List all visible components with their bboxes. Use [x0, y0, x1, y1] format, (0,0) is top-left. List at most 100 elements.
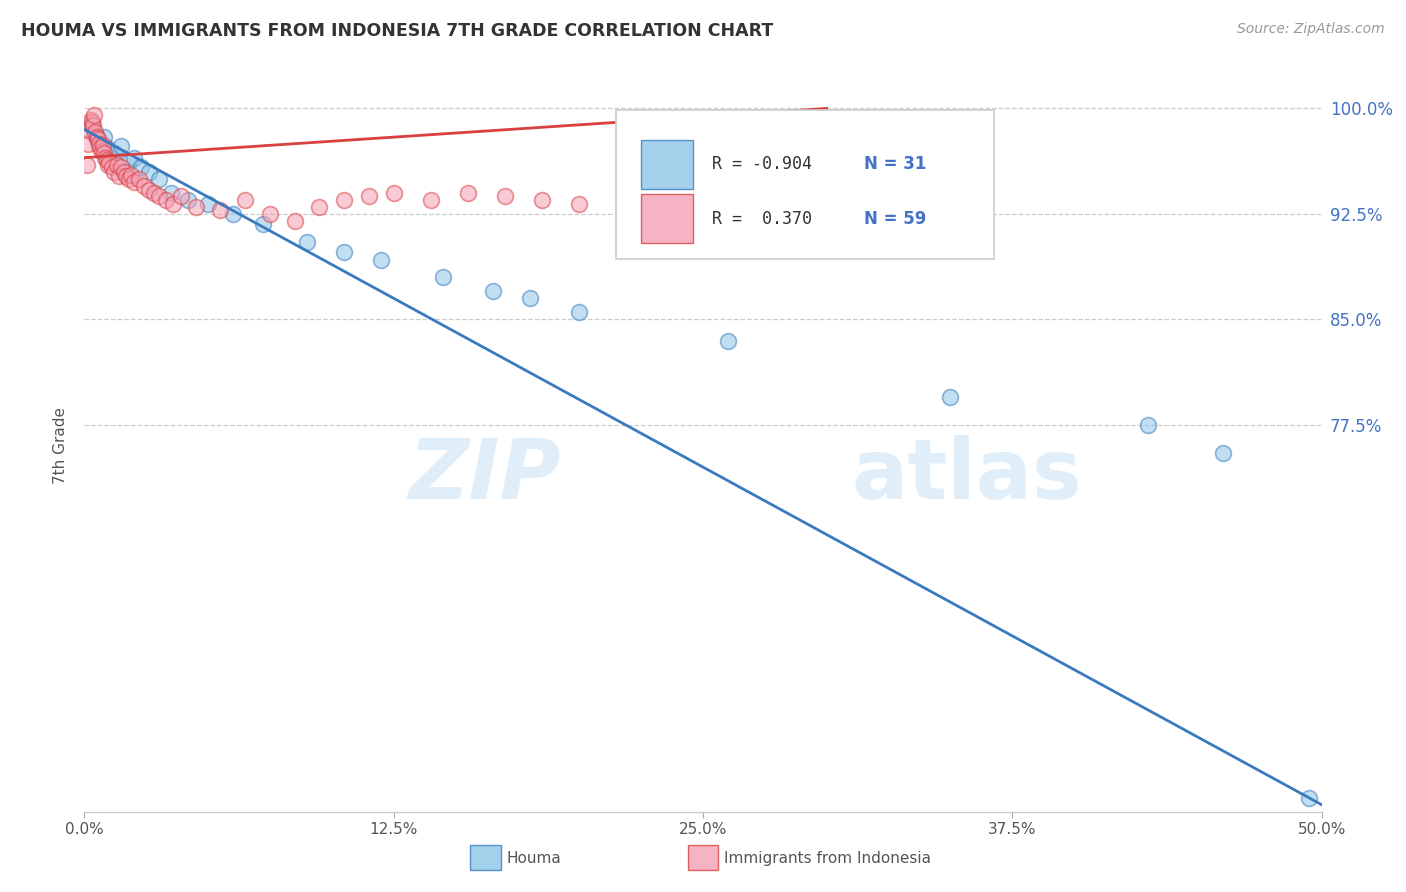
Point: [115, 169, 138, 183]
Point: [89, 136, 111, 151]
Point: [97, 158, 120, 172]
Point: [1212, 446, 1234, 460]
Point: [717, 334, 740, 348]
Point: [120, 168, 142, 182]
Point: [177, 193, 200, 207]
Point: [138, 183, 160, 197]
Point: [129, 161, 152, 175]
Text: R =  0.370: R = 0.370: [711, 210, 811, 227]
Point: [155, 193, 177, 207]
Point: [89, 141, 111, 155]
Point: [519, 291, 541, 305]
Point: [617, 200, 640, 214]
Point: [79, 112, 101, 127]
Point: [766, 186, 789, 200]
Point: [568, 197, 591, 211]
Point: [432, 270, 454, 285]
Point: [132, 178, 155, 193]
Point: [494, 188, 516, 202]
Point: [419, 193, 441, 207]
Point: [79, 122, 101, 136]
Point: [717, 188, 740, 202]
Point: [162, 197, 184, 211]
Point: [222, 207, 245, 221]
Point: [91, 138, 114, 153]
Point: [112, 165, 135, 179]
Point: [382, 186, 405, 200]
Point: [333, 193, 356, 207]
Point: [333, 244, 356, 259]
Point: [457, 186, 479, 200]
Point: [148, 188, 170, 202]
Point: [83, 127, 105, 141]
Point: [103, 146, 125, 161]
Point: [1298, 790, 1320, 805]
Point: [118, 171, 141, 186]
Text: R = -0.904: R = -0.904: [711, 155, 811, 173]
Point: [209, 202, 232, 217]
Point: [118, 154, 141, 169]
Point: [138, 165, 160, 179]
Text: ZIP: ZIP: [408, 434, 561, 516]
Point: [90, 144, 112, 158]
Point: [815, 193, 838, 207]
Point: [110, 139, 132, 153]
Point: [160, 186, 183, 200]
Point: [77, 136, 100, 151]
Text: Houma: Houma: [506, 851, 561, 865]
Point: [128, 171, 150, 186]
Point: [96, 141, 118, 155]
Point: [284, 214, 307, 228]
Point: [568, 305, 591, 319]
FancyBboxPatch shape: [641, 194, 693, 244]
Point: [295, 235, 318, 249]
Point: [370, 253, 392, 268]
Point: [86, 129, 108, 144]
Point: [531, 193, 554, 207]
Point: [80, 118, 103, 132]
Text: N = 31: N = 31: [863, 155, 927, 173]
Point: [86, 132, 108, 146]
Point: [939, 390, 962, 404]
Point: [83, 108, 105, 122]
Point: [93, 129, 115, 144]
Text: HOUMA VS IMMIGRANTS FROM INDONESIA 7TH GRADE CORRELATION CHART: HOUMA VS IMMIGRANTS FROM INDONESIA 7TH G…: [21, 22, 773, 40]
Point: [110, 161, 132, 175]
Point: [1137, 417, 1160, 432]
Point: [98, 144, 121, 158]
Point: [93, 146, 115, 161]
FancyBboxPatch shape: [641, 140, 693, 189]
Point: [82, 118, 104, 132]
Point: [108, 169, 131, 183]
Point: [80, 115, 103, 129]
Point: [76, 158, 98, 172]
Point: [233, 193, 256, 207]
Point: [170, 188, 193, 202]
Point: [865, 197, 887, 211]
Point: [103, 165, 125, 179]
Point: [98, 154, 121, 169]
Point: [87, 132, 110, 146]
Point: [481, 285, 503, 299]
Point: [308, 200, 330, 214]
Point: [914, 200, 936, 214]
Y-axis label: 7th Grade: 7th Grade: [53, 408, 69, 484]
Text: Immigrants from Indonesia: Immigrants from Indonesia: [724, 851, 931, 865]
Point: [105, 158, 128, 172]
Point: [96, 153, 118, 168]
Point: [84, 125, 107, 139]
Point: [142, 186, 165, 200]
Point: [965, 207, 987, 221]
Point: [259, 207, 281, 221]
Text: Source: ZipAtlas.com: Source: ZipAtlas.com: [1237, 22, 1385, 37]
Point: [122, 175, 145, 189]
Point: [184, 200, 207, 214]
FancyBboxPatch shape: [616, 110, 994, 260]
Point: [94, 151, 117, 165]
Point: [100, 161, 122, 175]
Text: N = 59: N = 59: [863, 210, 927, 227]
Point: [252, 217, 274, 231]
Text: atlas: atlas: [852, 434, 1083, 516]
Point: [122, 151, 145, 165]
Point: [89, 136, 111, 151]
